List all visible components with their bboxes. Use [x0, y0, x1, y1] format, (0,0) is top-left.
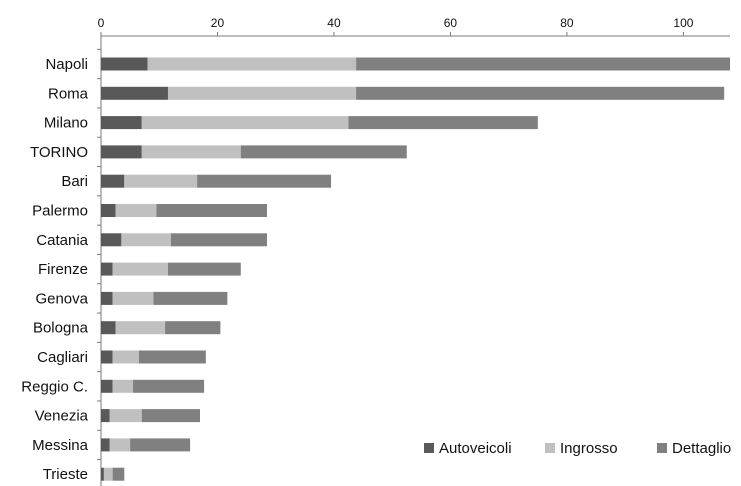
bar-segment: [101, 350, 113, 364]
bar-segment: [109, 409, 142, 423]
legend-swatch: [545, 443, 555, 453]
bar-segment: [101, 116, 142, 130]
legend-label: Autoveicoli: [439, 440, 512, 457]
bar-segment: [147, 57, 357, 71]
bar-segment: [101, 438, 110, 452]
bar-segment: [197, 174, 332, 188]
category-label: Firenze: [38, 261, 88, 278]
category-label: Cagliari: [37, 349, 88, 366]
x-tick-label: 80: [560, 16, 574, 30]
x-tick-label: 0: [98, 16, 105, 30]
bar-segment: [115, 321, 166, 335]
bar-segment: [167, 262, 241, 276]
bar-segment: [356, 57, 730, 71]
bar-segment: [101, 233, 122, 247]
category-label: Venezia: [35, 408, 89, 425]
bar-segment: [112, 262, 168, 276]
bar-segment: [109, 438, 131, 452]
legend: Autoveicoli Ingrosso Dettaglio: [424, 440, 731, 457]
category-label: Genova: [35, 290, 88, 307]
bar-segment: [356, 86, 725, 100]
bar-segment: [101, 321, 116, 335]
x-tick-label: 20: [211, 16, 225, 30]
x-tick-label: 60: [444, 16, 458, 30]
bar-segment: [133, 379, 205, 393]
legend-label: Ingrosso: [560, 440, 618, 457]
bar-segment: [101, 467, 104, 481]
bar-segment: [130, 438, 191, 452]
x-tick-label: 100: [673, 16, 693, 30]
category-label: Roma: [48, 85, 89, 102]
bar-segment: [121, 233, 171, 247]
bar-segment: [141, 145, 241, 159]
bar-segment: [101, 86, 168, 100]
x-tick-label: 40: [327, 16, 341, 30]
y-axis: Napoli Roma Milano TORINO Bari Palermo Catania…: [21, 36, 102, 486]
bar-segment: [138, 350, 206, 364]
bar-segment: [348, 116, 538, 130]
bar-segment: [101, 291, 113, 305]
bar-segment: [101, 204, 116, 217]
bar-segment: [115, 204, 157, 217]
bar-segment: [240, 145, 407, 159]
bar-segment: [101, 57, 148, 71]
bar-segment: [112, 350, 139, 364]
bar-segment: [112, 379, 134, 393]
bar-segment: [141, 409, 201, 423]
legend-swatch: [657, 443, 667, 453]
bar-segment: [101, 145, 142, 159]
legend-label: Dettaglio: [672, 440, 731, 457]
bar-segment: [103, 467, 113, 481]
category-label: Napoli: [45, 56, 88, 73]
bar-segment: [156, 204, 267, 217]
category-label: Milano: [44, 115, 88, 132]
category-label: Catania: [36, 232, 88, 249]
bars: [101, 57, 730, 481]
bar-segment: [101, 174, 125, 188]
bar-segment: [167, 86, 357, 100]
bar-segment: [112, 467, 125, 481]
category-label: Trieste: [43, 466, 88, 483]
bar-segment: [124, 174, 198, 188]
bar-segment: [141, 116, 349, 130]
x-axis: 0 20 40 60 80 100: [98, 16, 730, 37]
bar-segment: [112, 291, 154, 305]
bar-segment: [153, 291, 228, 305]
category-label: Palermo: [32, 203, 88, 220]
bar-segment: [101, 409, 110, 423]
bar-segment: [165, 321, 221, 335]
bar-segment: [101, 379, 113, 393]
category-label: Bologna: [33, 320, 89, 337]
category-label: Messina: [32, 437, 89, 454]
bar-segment: [170, 233, 267, 247]
category-label: TORINO: [30, 144, 88, 161]
legend-swatch: [424, 443, 434, 453]
category-label: Reggio C.: [21, 378, 88, 395]
bar-segment: [101, 262, 113, 276]
category-label: Bari: [61, 173, 88, 190]
